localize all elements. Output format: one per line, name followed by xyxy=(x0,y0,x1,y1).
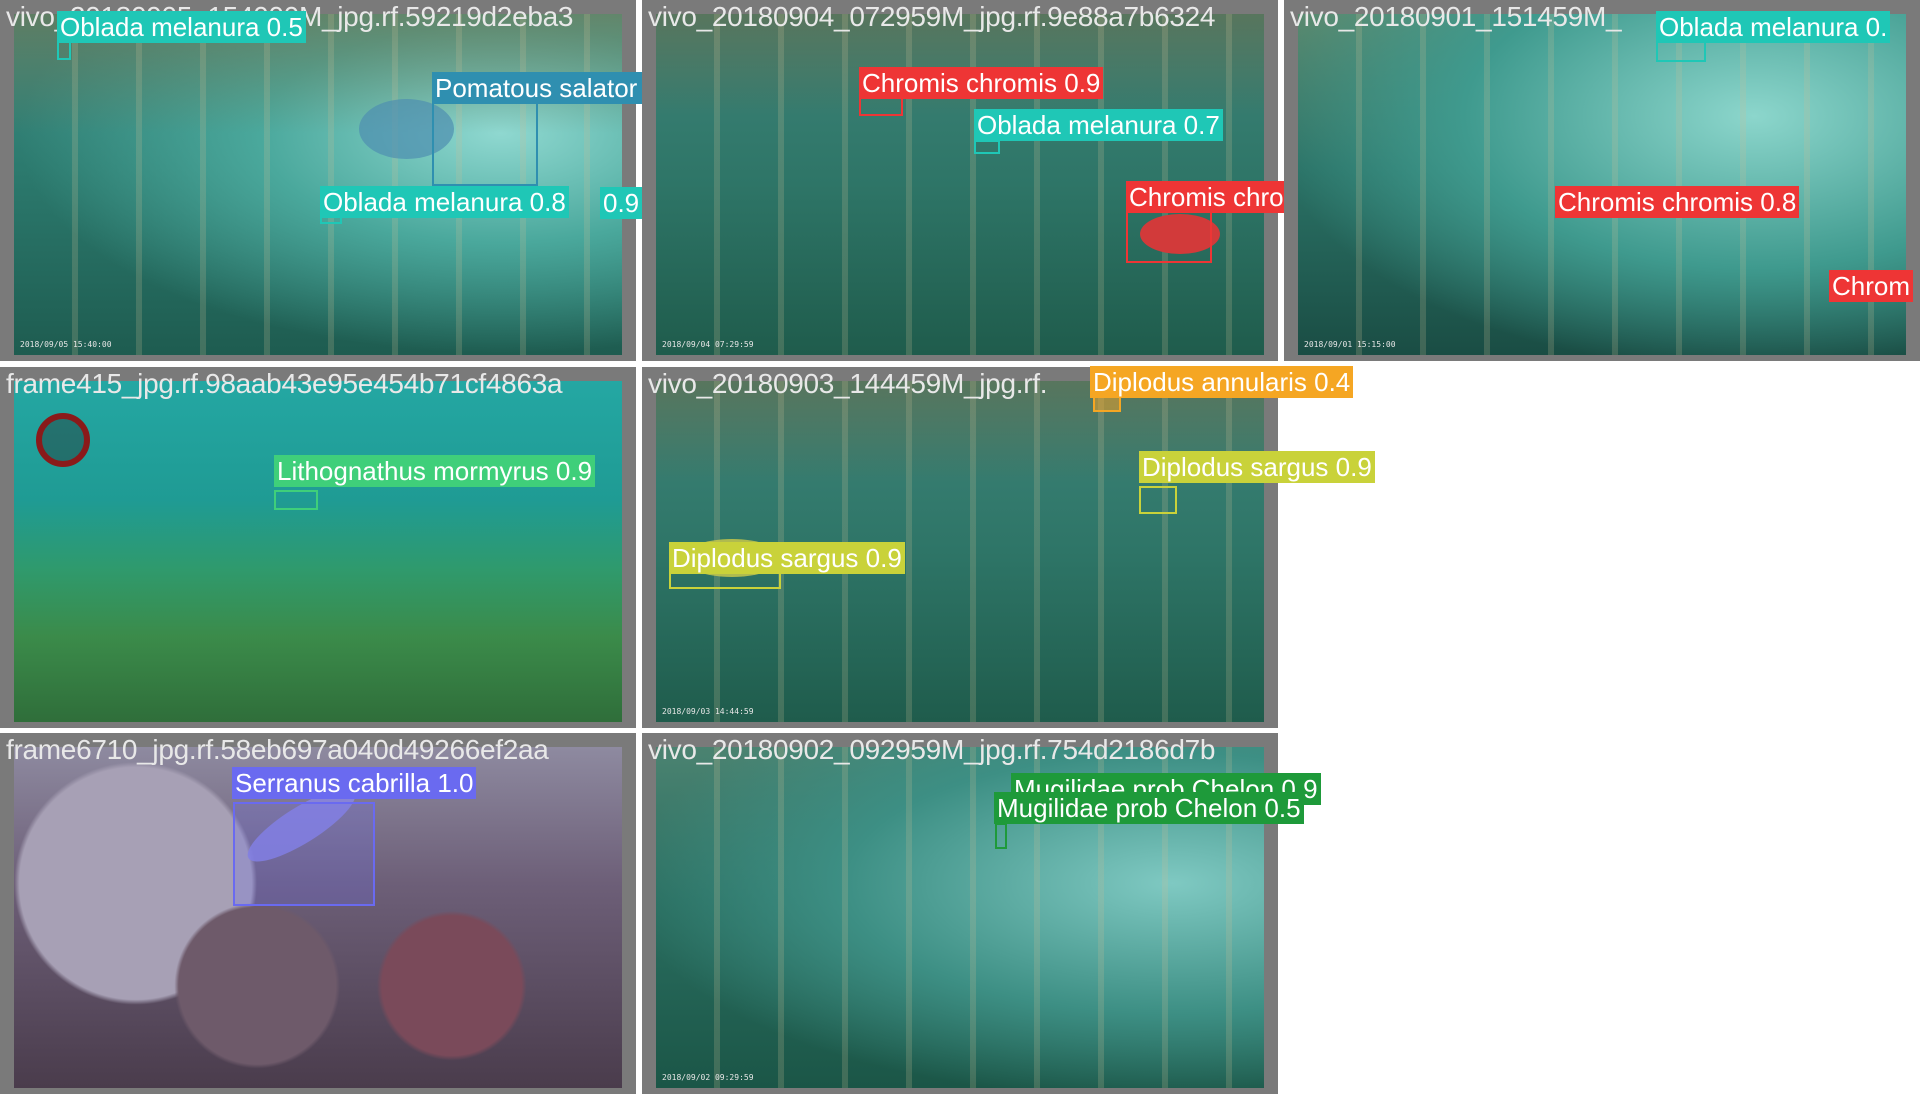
detection-label: Chromis chromis 0.9 xyxy=(859,67,1104,99)
image-tile-3: 2018/09/01 15:15:00 vivo_20180901_151459… xyxy=(1284,0,1920,361)
filename-label: vivo_20180904_072959M_jpg.rf.9e88a7b6324 xyxy=(648,1,1216,32)
filename-label: frame415_jpg.rf.98aab43e95e454b71cf4863a xyxy=(6,368,563,399)
filename-label: vivo_20180902_092959M_jpg.rf.754d2186d7b xyxy=(648,734,1216,765)
detection-box xyxy=(859,96,903,116)
detection-label: Diplodus sargus 0.9 xyxy=(1139,451,1375,483)
detection-label: 0.9 xyxy=(600,187,643,219)
detection-label: Diplodus sargus 0.9 xyxy=(669,542,905,574)
detection-label: Chromis chromis 0.8 xyxy=(1555,186,1800,218)
detection-box xyxy=(432,100,538,186)
timestamp: 2018/09/02 09:29:59 xyxy=(662,1073,754,1082)
image-tile-1: 2018/09/05 15:40:00 vivo_20180905_154000… xyxy=(0,0,684,361)
detection-label: Chrom xyxy=(1829,270,1914,302)
detection-box xyxy=(1126,211,1212,263)
detection-label: Oblada melanura 0.7 xyxy=(974,109,1223,141)
detection-label: Lithognathus mormyrus 0.9 xyxy=(274,455,596,487)
image-tile-4: frame415_jpg.rf.98aab43e95e454b71cf4863a… xyxy=(0,367,636,728)
image-tile-5: 2018/09/03 14:44:59 vivo_20180903_144459… xyxy=(642,366,1375,728)
detection-label: Serranus cabrilla 1.0 xyxy=(232,767,477,799)
detection-label: Oblada melanura 0.5 xyxy=(57,11,306,43)
underwater-photo xyxy=(14,381,622,722)
detection-box xyxy=(274,490,318,510)
timestamp: 2018/09/03 14:44:59 xyxy=(662,707,754,716)
detection-label: Oblada melanura 0.8 xyxy=(320,186,569,218)
detection-box xyxy=(974,140,1000,154)
filename-label: vivo_20180903_144459M_jpg.rf. xyxy=(648,368,1048,399)
detection-box xyxy=(1139,486,1177,514)
fish-shape xyxy=(359,99,454,159)
detection-box xyxy=(233,802,375,906)
underwater-photo: 2018/09/01 15:15:00 xyxy=(1298,14,1906,355)
detection-box xyxy=(995,823,1007,849)
detection-label: Pomatous salator 1.0 xyxy=(432,72,684,104)
filename-label: frame6710_jpg.rf.58eb697a040d49266ef2aa xyxy=(6,734,549,765)
image-tile-7: 2018/09/02 09:29:59 vivo_20180902_092959… xyxy=(642,733,1321,1094)
timestamp: 2018/09/05 15:40:00 xyxy=(20,340,112,349)
detection-label: Mugilidae prob Chelon 0.5 xyxy=(994,792,1304,824)
filename-label: vivo_20180901_151459M_ xyxy=(1290,1,1622,32)
image-tile-6: frame6710_jpg.rf.58eb697a040d49266ef2aa … xyxy=(0,733,636,1094)
timestamp: 2018/09/04 07:29:59 xyxy=(662,340,754,349)
timestamp: 2018/09/01 15:15:00 xyxy=(1304,340,1396,349)
image-tile-2: 2018/09/04 07:29:59 vivo_20180904_072959… xyxy=(642,0,1371,361)
underwater-photo: 2018/09/02 09:29:59 xyxy=(656,747,1264,1088)
detection-label: Diplodus annularis 0.4 xyxy=(1090,366,1354,398)
detection-label: Oblada melanura 0. xyxy=(1656,11,1891,43)
logo-emblem xyxy=(36,413,90,467)
fish-shape xyxy=(1140,214,1220,254)
